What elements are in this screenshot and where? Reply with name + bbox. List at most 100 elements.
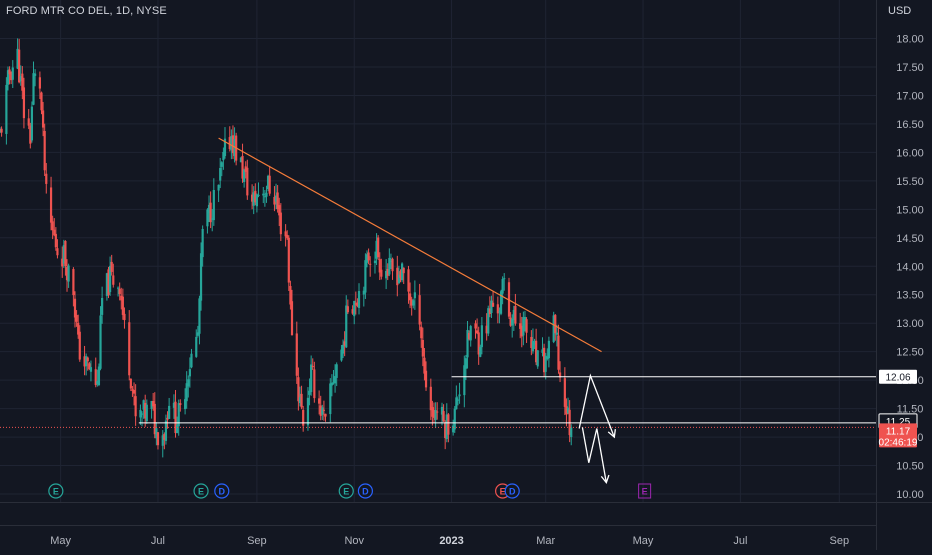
candle-body — [156, 432, 160, 446]
candle-body — [89, 367, 93, 372]
earnings-marker: E — [638, 483, 652, 499]
candle-body — [385, 271, 388, 279]
candle-body — [324, 413, 327, 417]
candle-body — [514, 305, 517, 324]
candle-body — [555, 332, 558, 335]
price-axis-tick-label: 17.00 — [896, 90, 924, 102]
candle-body — [436, 411, 439, 413]
candle-body — [535, 340, 538, 363]
candle-body — [399, 271, 402, 278]
candle-body — [466, 330, 469, 358]
candle-body — [255, 194, 258, 207]
marker-label: E — [642, 487, 648, 497]
candle-body — [434, 409, 437, 420]
candle-body — [185, 383, 188, 402]
marker-badge — [193, 483, 209, 499]
price-axis-tick-label: 13.00 — [896, 318, 924, 330]
time-axis-tick-label: Sep — [830, 535, 850, 547]
candle-body — [306, 397, 310, 426]
candle-body — [142, 400, 145, 410]
price-axis-tick-label: 15.50 — [896, 176, 924, 188]
candle-body — [217, 184, 220, 191]
candle-body — [487, 308, 490, 334]
candle-body — [105, 273, 109, 296]
candle-body — [313, 369, 316, 399]
candle-body — [228, 137, 231, 150]
candle-body — [424, 370, 428, 388]
candle-body — [531, 340, 535, 352]
candle-body — [391, 258, 394, 272]
candle-body — [498, 311, 501, 313]
candle-body — [490, 300, 493, 314]
candle-body — [27, 118, 30, 126]
price-axis-tick-label: 15.00 — [896, 204, 924, 216]
candle-body — [480, 325, 483, 348]
candle-body — [423, 357, 426, 374]
earnings-marker: E — [48, 483, 64, 499]
price-axis-tick-label: 18.00 — [896, 34, 924, 46]
candle-body — [241, 155, 244, 179]
candle-body — [51, 221, 54, 231]
candle-body — [286, 234, 289, 239]
candle-body — [297, 377, 300, 402]
candle-body — [345, 305, 348, 348]
candle-body — [10, 71, 13, 81]
candle-body — [252, 192, 255, 206]
candle-body — [153, 403, 156, 435]
candle-body — [257, 194, 260, 196]
candle-body — [442, 411, 445, 422]
candle-body — [243, 169, 246, 182]
candle-body — [321, 407, 324, 415]
candle-body — [199, 253, 203, 301]
candle-body — [116, 287, 120, 289]
candle-body — [444, 422, 447, 439]
candle-body — [530, 336, 533, 348]
candle-body — [209, 202, 212, 223]
candle-body — [62, 245, 65, 264]
candle-body — [300, 393, 303, 408]
currency-label: USD — [888, 5, 912, 17]
candle-body — [8, 69, 11, 75]
marker-badge — [338, 483, 354, 499]
candle-body — [552, 315, 555, 342]
candle-body — [475, 330, 479, 334]
support-price-tag-text: 11.25 — [886, 417, 911, 428]
candle-body — [333, 376, 337, 384]
candle-body — [11, 67, 14, 80]
candle-body — [97, 366, 101, 386]
candle-body — [172, 402, 176, 408]
candle-body — [319, 405, 322, 416]
candle-body — [479, 347, 482, 357]
candle-body — [265, 192, 268, 197]
candle-body — [164, 420, 168, 441]
candle-body — [239, 157, 243, 163]
candle-body — [5, 84, 8, 134]
price-axis-tick-label: 16.00 — [896, 147, 924, 159]
resistance-price-tag: 12.06 — [879, 369, 917, 384]
price-axis-tick-label: 11.50 — [897, 404, 924, 416]
candle-body — [212, 189, 215, 221]
candle-body — [206, 209, 209, 227]
candle-body — [522, 317, 525, 336]
candle-body — [284, 231, 287, 237]
candle-body — [67, 265, 70, 282]
candle-body — [354, 303, 357, 305]
candle-body — [365, 254, 369, 263]
candle-body — [78, 331, 81, 360]
candle-body — [570, 427, 573, 437]
candle-body — [501, 279, 504, 294]
candle-body — [412, 300, 415, 306]
candle-body — [161, 435, 164, 446]
candle-body — [132, 389, 136, 394]
candle-body — [378, 259, 381, 273]
price-axis-tick-label: 13.50 — [896, 290, 924, 302]
candle-body — [367, 252, 370, 261]
candle-body — [85, 356, 88, 367]
candle-body — [177, 403, 180, 427]
candle-body — [152, 400, 155, 407]
candle-body — [509, 317, 512, 326]
candle-body — [230, 136, 233, 151]
